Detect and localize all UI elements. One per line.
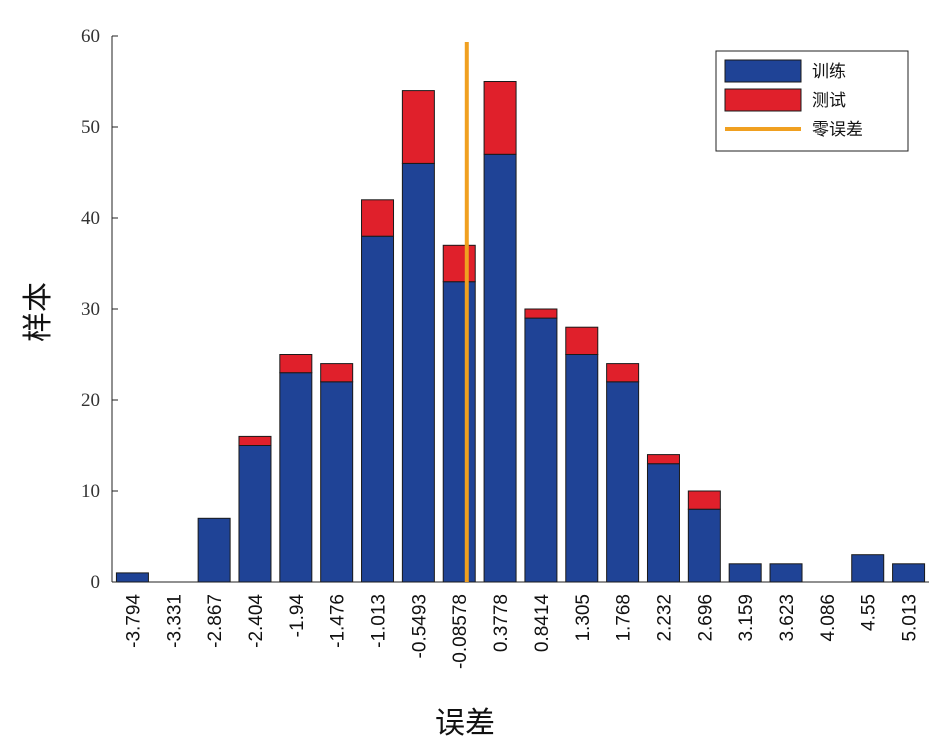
bar-test: [320, 363, 354, 383]
bar-train: [320, 381, 354, 583]
bar-train: [687, 508, 721, 583]
bar-train: [197, 517, 231, 583]
bar-train: [769, 563, 803, 583]
bar-train: [279, 372, 313, 583]
x-tick-label: 0.3778: [491, 594, 512, 652]
bar-test: [565, 326, 599, 356]
bar-test: [401, 90, 435, 164]
x-tick-label: -1.476: [328, 594, 349, 648]
bars-group: [115, 81, 926, 583]
y-tick-label: 50: [81, 117, 100, 138]
y-tick-label: 0: [91, 572, 101, 593]
bar-train: [401, 162, 435, 583]
x-tick-label: -0.08578: [450, 594, 471, 669]
x-tick-label: 4.55: [859, 594, 880, 631]
x-tick-labels: -3.794 -3.331 -2.867 -2.404 -1.94 -1.476 -1.01…: [123, 594, 920, 669]
bar-train: [115, 572, 149, 583]
bar-test: [279, 354, 313, 374]
x-tick-label: -2.867: [205, 594, 226, 648]
bar-test: [687, 490, 721, 510]
bar-train: [565, 354, 599, 583]
x-tick-label: -0.5493: [409, 594, 430, 658]
bar-test: [442, 244, 476, 283]
y-tick-label: 60: [81, 26, 100, 47]
x-tick-label: 1.305: [573, 594, 594, 642]
x-tick-label: 1.768: [614, 594, 635, 642]
x-tick-label: 4.086: [818, 594, 839, 642]
x-tick-label: -3.331: [164, 594, 185, 648]
bar-test: [483, 81, 517, 155]
bar-train: [892, 563, 926, 583]
y-tick-labels: 0 10 20 30 40 50 60: [81, 26, 118, 593]
y-tick-label: 20: [81, 390, 100, 411]
legend-swatch-test: [724, 88, 802, 112]
x-tick-label: 5.013: [900, 594, 921, 642]
x-tick-label: 3.159: [736, 594, 757, 642]
bar-test: [524, 308, 558, 319]
legend-label: 训练: [812, 62, 846, 82]
bar-train: [646, 463, 680, 583]
bar-train: [524, 317, 558, 583]
y-tick-label: 10: [81, 481, 100, 502]
legend-label: 零误差: [812, 120, 863, 140]
x-tick-label: -3.794: [123, 594, 144, 648]
y-tick-label: 30: [81, 299, 100, 320]
x-tick-label: -1.013: [369, 594, 390, 648]
y-tick-label: 40: [81, 208, 100, 229]
bar-train: [483, 153, 517, 583]
x-tick-label: 0.8414: [532, 594, 553, 653]
legend-label: 测试: [812, 91, 846, 111]
x-axis-title: 误差: [435, 706, 495, 741]
legend-swatch-train: [724, 59, 802, 83]
x-tick-label: 2.696: [695, 594, 716, 642]
bar-test: [646, 454, 680, 465]
x-tick-label: -2.404: [246, 594, 267, 648]
x-tick-label: 2.232: [654, 594, 675, 642]
y-axis-title: 样本: [21, 282, 56, 342]
bar-test: [361, 199, 395, 237]
bar-train: [361, 235, 395, 583]
bar-test: [606, 363, 640, 383]
bar-train: [851, 554, 885, 583]
x-tick-label: -1.94: [287, 594, 308, 638]
bar-train: [238, 445, 272, 583]
bar-train: [728, 563, 762, 583]
bar-test: [238, 435, 272, 446]
x-tick-label: 3.623: [777, 594, 798, 642]
bar-train: [442, 281, 476, 583]
bar-train: [606, 381, 640, 583]
